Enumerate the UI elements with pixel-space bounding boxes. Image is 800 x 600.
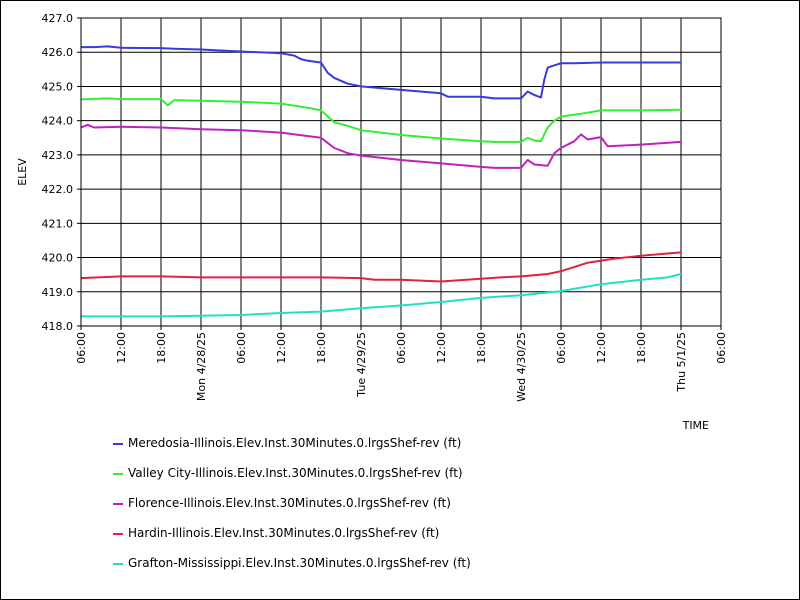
y-tick-label: 420.0 [42, 252, 74, 265]
x-tick-labels: 06:00 12:00 18:00 Mon 4/28/25 06:00 12:00 18:0… [75, 332, 728, 402]
x-tick-label: 06:00 [395, 332, 408, 364]
x-tick-label: 12:00 [275, 332, 288, 364]
line-chart: 418.0 419.0 420.0 421.0 422.0 423.0 424.0 425.0… [16, 12, 728, 431]
legend-label: Hardin-Illinois.Elev.Inst.30Minutes.0.lr… [128, 526, 440, 540]
legend-label: Florence-Illinois.Elev.Inst.30Minutes.0.… [128, 496, 451, 510]
x-tick-label: 06:00 [715, 332, 728, 364]
x-tick-label: 12:00 [115, 332, 128, 364]
x-tick-label: 18:00 [635, 332, 648, 364]
x-tick-label: Mon 4/28/25 [195, 332, 208, 401]
y-tick-label: 424.0 [42, 115, 74, 128]
x-tick-label: Thu 5/1/25 [675, 332, 688, 393]
series-line-1 [81, 45, 681, 100]
y-tick-label: 418.0 [42, 320, 74, 333]
series-line-5 [81, 273, 682, 318]
y-tick-label: 426.0 [42, 46, 74, 59]
x-tick-label: 18:00 [155, 332, 168, 364]
legend-label: Valley City-Illinois.Elev.Inst.30Minutes… [128, 466, 463, 480]
x-tick-label: Wed 4/30/25 [515, 332, 528, 402]
series-line-2 [80, 97, 682, 143]
y-tick-labels: 418.0 419.0 420.0 421.0 422.0 423.0 424.0 425.0… [42, 12, 74, 333]
legend-swatch [113, 473, 123, 475]
y-axis-label: ELEV [16, 158, 29, 186]
legend-label: Grafton-Mississippi.Elev.Inst.30Minutes.… [128, 556, 471, 570]
x-tick-label: 06:00 [75, 332, 88, 364]
legend-label: Meredosia-Illinois.Elev.Inst.30Minutes.0… [128, 436, 462, 450]
series-line-4 [80, 251, 682, 283]
y-tick-label: 427.0 [42, 12, 74, 25]
legend-swatch [113, 503, 123, 505]
series-lines [80, 45, 682, 318]
y-tick-label: 421.0 [42, 217, 74, 230]
y-tick-label: 423.0 [42, 149, 74, 162]
legend-swatch [113, 563, 123, 565]
legend-swatch [113, 443, 123, 445]
plot-area [80, 17, 722, 327]
legend-swatch [113, 533, 123, 535]
y-tick-label: 419.0 [42, 286, 74, 299]
x-tick-label: 12:00 [435, 332, 448, 364]
x-tick-label: 18:00 [475, 332, 488, 364]
x-tick-label: 12:00 [595, 332, 608, 364]
x-axis-label: TIME [682, 419, 709, 431]
x-tick-label: 18:00 [315, 332, 328, 364]
grid [77, 17, 722, 330]
x-tick-label: Tue 4/29/25 [355, 332, 368, 398]
y-tick-label: 422.0 [42, 183, 74, 196]
x-tick-label: 06:00 [555, 332, 568, 364]
y-tick-label: 425.0 [42, 80, 74, 93]
x-tick-label: 06:00 [235, 332, 248, 364]
series-line-3 [80, 123, 682, 169]
